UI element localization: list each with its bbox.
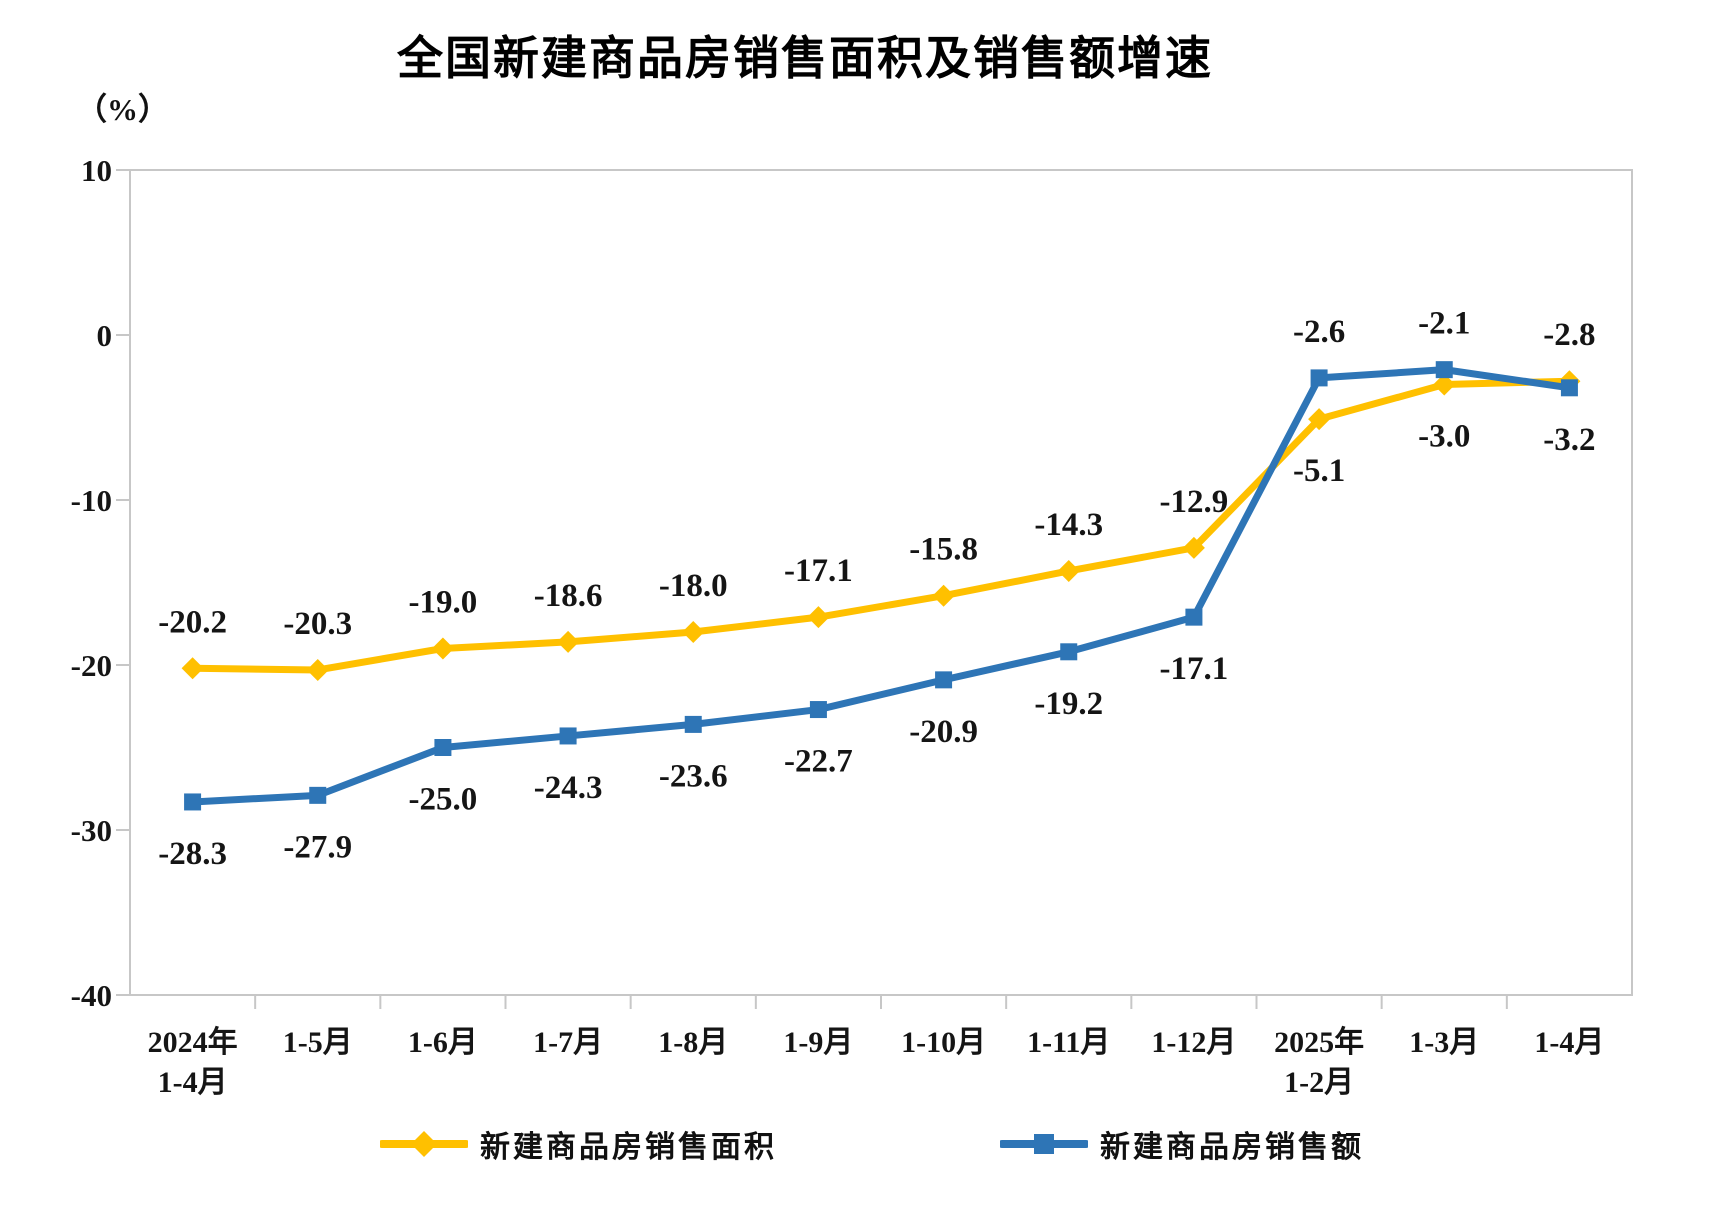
data-point-label: -24.3 [534,770,603,806]
legend-marker-diamond-icon [380,1131,468,1157]
data-point-marker-square [1310,369,1328,387]
data-point-marker-square [684,715,702,733]
data-point-marker-square [1185,608,1203,626]
data-point-marker-square [809,701,827,719]
x-axis-category-label: 1-11月 [1027,1026,1110,1059]
data-point-marker-square [1060,643,1078,661]
x-axis-category-label: 1-10月 [901,1026,986,1059]
data-point-label: -2.1 [1418,306,1470,342]
legend-label: 新建商品房销售面积 [480,1131,777,1164]
data-point-label: -2.8 [1543,317,1595,353]
data-point-label: -23.6 [659,758,728,794]
data-point-marker-square [434,739,452,756]
y-axis-unit-label: （%） [76,92,169,127]
legend-marker-square-icon [1000,1134,1088,1154]
y-axis-tick-label: -10 [71,483,112,518]
legend-item-value: 新建商品房销售额 [1000,1118,1364,1170]
data-point-label: -20.2 [158,604,227,640]
data-point-marker-diamond [1057,559,1080,582]
x-axis-category-label: 1-12月 [1151,1026,1236,1059]
legend-label: 新建商品房销售额 [1100,1131,1364,1164]
data-point-marker-diamond [1308,408,1331,431]
data-point-label: -17.1 [784,553,853,589]
plot-border [129,169,1633,996]
data-point-marker-square [309,786,327,804]
data-point-label: -17.1 [1160,651,1229,687]
data-point-label: -22.7 [784,744,853,780]
data-point-marker-square [1435,361,1453,379]
data-point-label: -20.3 [283,606,352,642]
y-axis-tick-label: -30 [71,813,112,848]
x-axis-category-label: 1-9月 [783,1026,853,1059]
x-axis-category-label: 2024年 1-4月 [148,1026,238,1099]
x-axis-category-label: 1-8月 [658,1026,728,1059]
data-point-marker-diamond [682,621,705,643]
data-point-label: -12.9 [1160,484,1229,520]
legend-item-area: 新建商品房销售面积 [380,1118,777,1170]
x-axis-category-label: 1-7月 [533,1026,603,1059]
x-axis-category-label: 1-5月 [283,1026,353,1059]
data-point-label: -3.0 [1418,419,1470,455]
data-point-marker-square [184,793,202,811]
data-point-marker-diamond [807,606,830,629]
data-point-label: -18.6 [534,578,603,614]
data-point-label: -3.2 [1543,422,1595,458]
data-point-marker-diamond [431,637,454,660]
x-axis-category-label: 1-4月 [1534,1026,1604,1059]
data-point-marker-square [1560,379,1578,397]
y-axis-tick-label: 0 [97,318,113,353]
data-point-marker-diamond [1433,373,1456,396]
data-point-label: -27.9 [283,829,352,865]
data-point-marker-square [559,727,577,745]
y-axis-tick-label: -40 [71,978,112,1013]
y-axis-tick-label: -20 [71,648,112,683]
chart-plot-area: 10 0 -10 -20 -30 -40 2024年 1-4月 1-5月 1-6月 1-7月 1-8月… [71,153,1633,1099]
data-point-label: -5.1 [1293,453,1345,489]
data-point-marker-diamond [557,630,580,653]
y-axis-tick-label: 10 [81,153,112,188]
x-axis-category-label: 1-6月 [408,1026,478,1059]
data-point-marker-diamond [181,657,204,680]
chart-title: 全国新建商品房销售面积及销售额增速 [397,32,1213,84]
data-point-label: -15.8 [909,532,978,568]
data-point-label: -25.0 [409,782,478,818]
data-point-label: -14.3 [1034,507,1103,543]
data-point-label: -18.0 [659,568,728,604]
series-line-value [189,366,1573,806]
data-point-marker-square [935,671,953,689]
data-point-marker-diamond [306,658,329,681]
x-axis-category-label: 1-3月 [1409,1026,1479,1059]
data-point-label: -28.3 [158,836,227,872]
data-point-marker-diamond [1182,536,1205,559]
data-point-label: -19.2 [1034,686,1103,722]
x-axis-category-label: 2025年 1-2月 [1274,1026,1364,1099]
series-line-area [189,377,1573,674]
data-point-label: -20.9 [909,714,978,750]
chart-legend: 新建商品房销售面积 新建商品房销售额 [0,1118,1713,1170]
data-point-marker-diamond [932,584,955,607]
data-point-label: -19.0 [409,585,478,621]
data-point-label: -2.6 [1293,314,1345,350]
